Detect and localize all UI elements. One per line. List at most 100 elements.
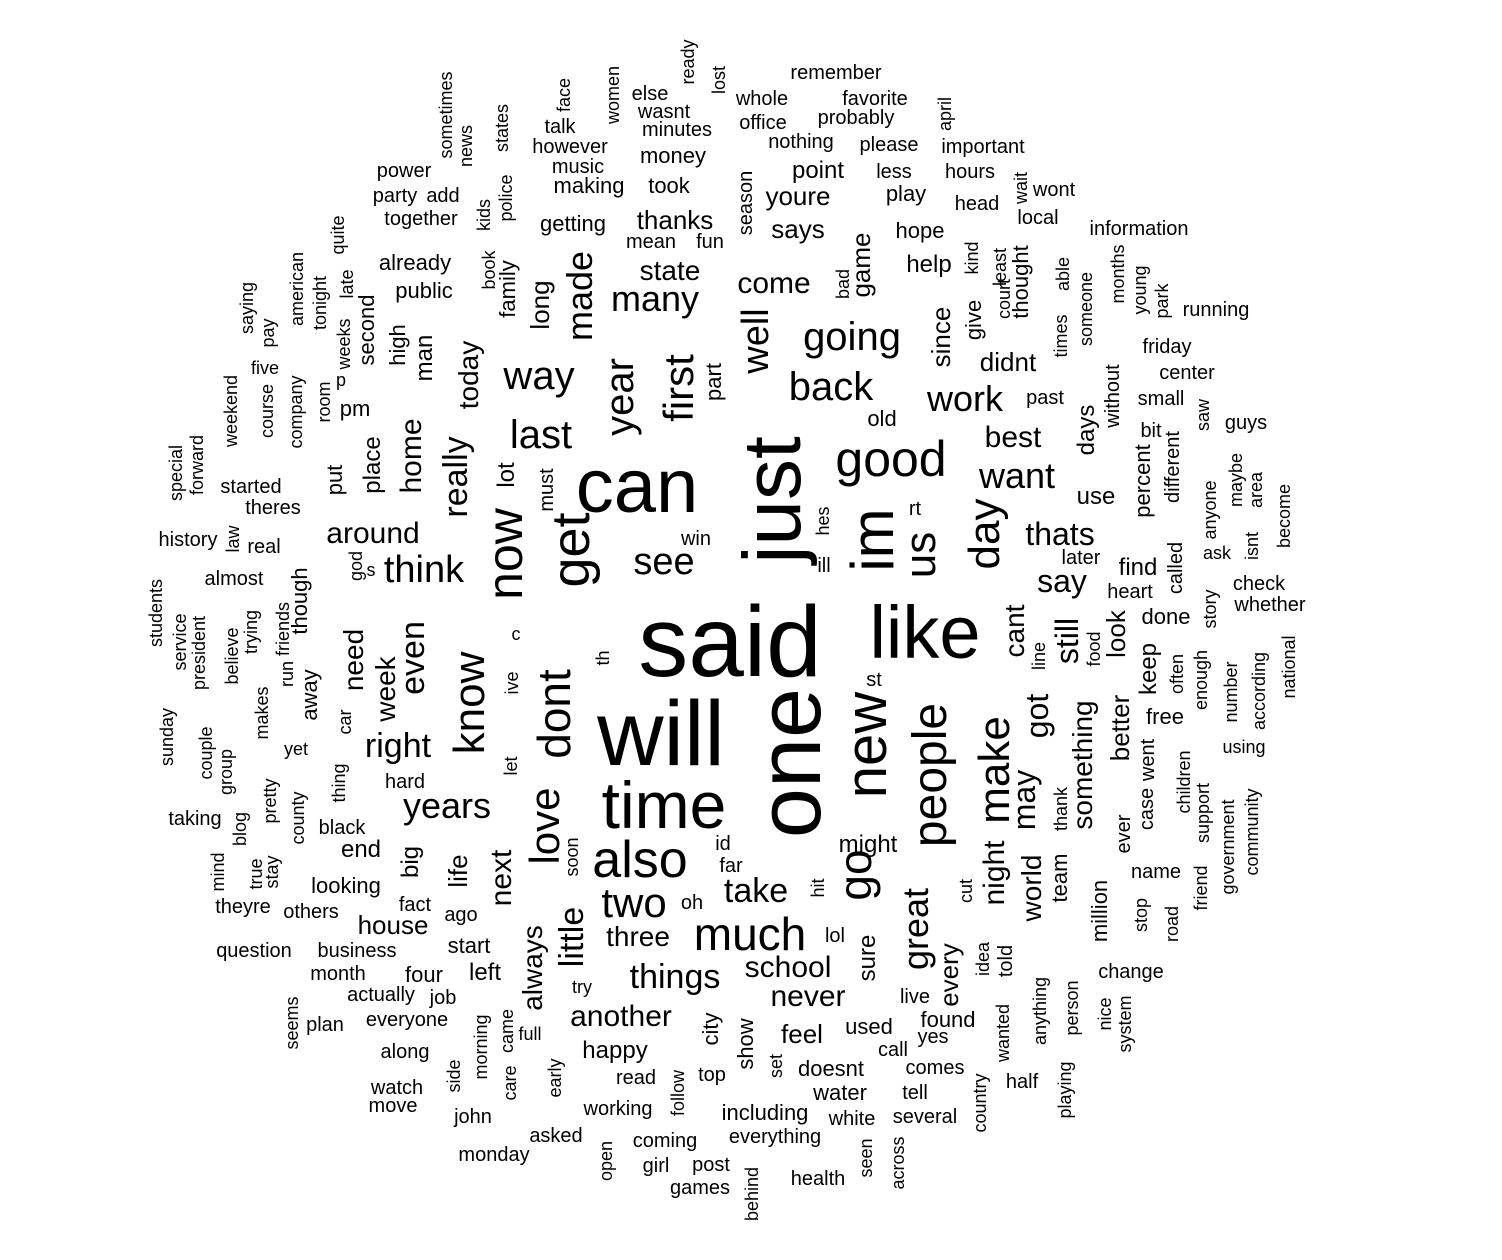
- word-weekend: weekend: [221, 374, 241, 448]
- word-hes: hes: [813, 506, 833, 536]
- word-might: might: [838, 831, 898, 858]
- word-says: says: [771, 214, 825, 244]
- word-however: however: [532, 136, 608, 158]
- word-along: along: [380, 1041, 430, 1063]
- word-comes: comes: [905, 1057, 965, 1079]
- word-park: park: [1152, 283, 1172, 319]
- word-believe: believe: [222, 627, 242, 685]
- word-play: play: [885, 181, 927, 206]
- word-dont: dont: [528, 669, 580, 759]
- word-work: work: [926, 378, 1004, 419]
- word-side: side: [444, 1059, 464, 1093]
- word-man: man: [411, 334, 438, 382]
- word-yes: yes: [917, 1026, 949, 1048]
- word-white: white: [828, 1108, 876, 1130]
- word-case: case: [1136, 787, 1158, 831]
- word-part: part: [701, 363, 726, 401]
- word-plan: plan: [306, 1014, 344, 1036]
- word-live: live: [899, 986, 931, 1008]
- word-tonight: tonight: [310, 275, 330, 331]
- word-law: law: [223, 525, 243, 553]
- word-move: move: [368, 1095, 418, 1117]
- word-friends: friends: [273, 601, 293, 657]
- word-line: line: [1029, 641, 1049, 671]
- word-things: things: [629, 958, 721, 996]
- word-four: four: [405, 962, 443, 987]
- word-must: must: [536, 468, 558, 512]
- word-stay: stay: [262, 855, 282, 889]
- word-months: months: [1108, 244, 1128, 304]
- word-look: look: [1101, 610, 1131, 658]
- word-really: really: [437, 436, 475, 518]
- word-weeks: weeks: [334, 318, 354, 370]
- word-left: left: [468, 959, 502, 986]
- word-wasnt: wasnt: [637, 101, 691, 123]
- word-back: back: [788, 365, 874, 409]
- word-taking: taking: [168, 808, 222, 830]
- word-company: company: [286, 375, 306, 449]
- word-maybe: maybe: [1226, 452, 1246, 508]
- word-put: put: [322, 464, 347, 496]
- word-month: month: [310, 963, 366, 985]
- word-monday: monday: [458, 1144, 530, 1166]
- word-president: president: [189, 615, 209, 691]
- word-anything: anything: [1030, 976, 1050, 1046]
- word-doesnt: doesnt: [797, 1056, 865, 1081]
- word-face: face: [554, 77, 574, 113]
- word-come: come: [737, 267, 811, 300]
- word-soon: soon: [562, 837, 582, 877]
- word-county: county: [288, 791, 308, 845]
- word-end: end: [340, 836, 382, 863]
- word-half: half: [1005, 1071, 1039, 1093]
- word-across: across: [888, 1136, 908, 1190]
- word-state: state: [639, 255, 701, 286]
- word-ever: ever: [1113, 814, 1135, 854]
- word-city: city: [698, 1012, 723, 1046]
- word-mind: mind: [208, 852, 228, 892]
- word-god: god: [346, 550, 366, 582]
- word-without: without: [1102, 364, 1124, 428]
- word-including: including: [721, 1100, 809, 1125]
- word-wanted: wanted: [993, 1003, 1013, 1063]
- word-using: using: [1222, 737, 1266, 757]
- word-running: running: [1182, 299, 1250, 321]
- word-happy: happy: [582, 1037, 648, 1064]
- word-five: five: [250, 358, 280, 378]
- word-yet: yet: [283, 739, 309, 759]
- word-job: job: [429, 987, 457, 1009]
- word-office: office: [739, 112, 787, 134]
- word-much: much: [693, 908, 807, 960]
- word-story: story: [1200, 589, 1220, 629]
- word-today: today: [453, 340, 484, 410]
- word-thanks: thanks: [636, 205, 714, 235]
- word-used: used: [845, 1014, 893, 1039]
- word-women: women: [603, 65, 623, 125]
- word-change: change: [1098, 961, 1164, 983]
- word-john: john: [454, 1106, 492, 1128]
- word-thats: thats: [1025, 516, 1095, 552]
- word-become: become: [1274, 483, 1294, 549]
- word-tell: tell: [902, 1082, 928, 1104]
- word-local: local: [1017, 207, 1059, 229]
- word-head: head: [954, 193, 1000, 215]
- word-couple: couple: [196, 726, 216, 780]
- word-quite: quite: [328, 215, 348, 255]
- word-since: since: [926, 306, 956, 368]
- word-house: house: [357, 910, 429, 940]
- word-playing: playing: [1055, 1061, 1075, 1119]
- word-able: able: [1053, 256, 1073, 292]
- word-bit: bit: [1140, 420, 1162, 442]
- word-free: free: [1146, 704, 1184, 729]
- word-school: school: [744, 951, 832, 984]
- word-center: center: [1159, 362, 1215, 384]
- word-favorite: favorite: [842, 88, 908, 110]
- word-thank: thank: [1051, 786, 1071, 832]
- word-far: far: [719, 855, 743, 877]
- word-water: water: [813, 1080, 867, 1105]
- word-can: can: [575, 444, 699, 529]
- word-coming: coming: [632, 1130, 698, 1152]
- word-late: late: [337, 269, 357, 299]
- word-others: others: [283, 901, 339, 923]
- word-love: love: [521, 787, 568, 865]
